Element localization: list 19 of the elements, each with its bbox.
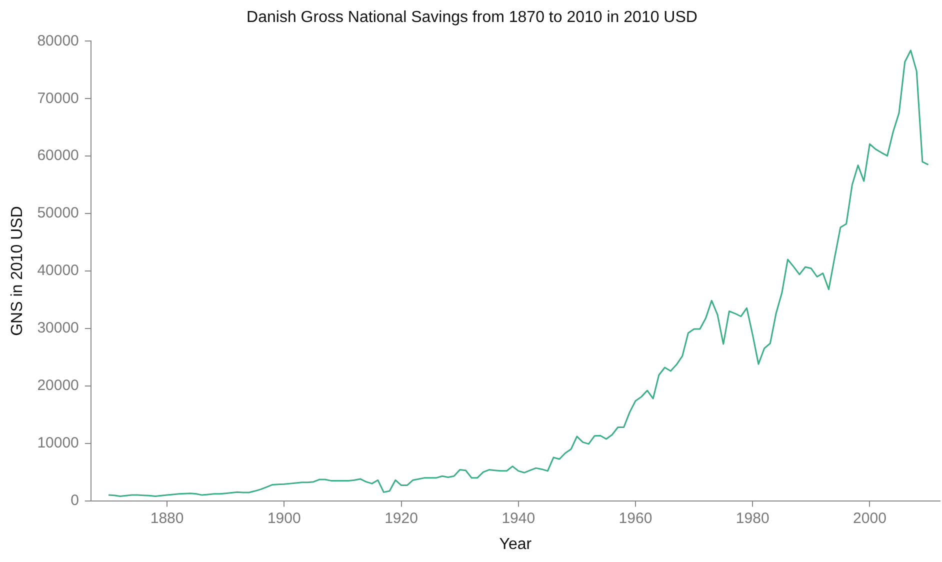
y-tick-label: 0: [70, 492, 79, 509]
x-tick-label: 1960: [618, 510, 652, 527]
x-tick-label: 2000: [853, 510, 886, 527]
y-tick-label: 80000: [37, 32, 79, 50]
chart-title: Danish Gross National Savings from 1870 to 2010 in 2010 USD: [246, 9, 698, 26]
x-axis-title: Year: [499, 536, 532, 553]
x-tick-label: 1940: [502, 510, 536, 527]
y-tick-label: 70000: [37, 90, 79, 107]
y-tick-label: 40000: [37, 262, 79, 280]
x-tick-label: 1920: [384, 510, 418, 527]
y-tick-label: 10000: [37, 434, 79, 452]
y-tick-label: 20000: [37, 377, 79, 394]
y-axis-title: GNS in 2010 USD: [9, 206, 26, 336]
y-tick-label: 30000: [37, 320, 79, 337]
x-tick-label: 1880: [150, 510, 184, 527]
x-tick-label: 1980: [736, 510, 770, 527]
y-tick-label: 60000: [37, 147, 79, 164]
y-tick-label: 50000: [37, 204, 79, 222]
x-tick-label: 1900: [267, 510, 301, 527]
